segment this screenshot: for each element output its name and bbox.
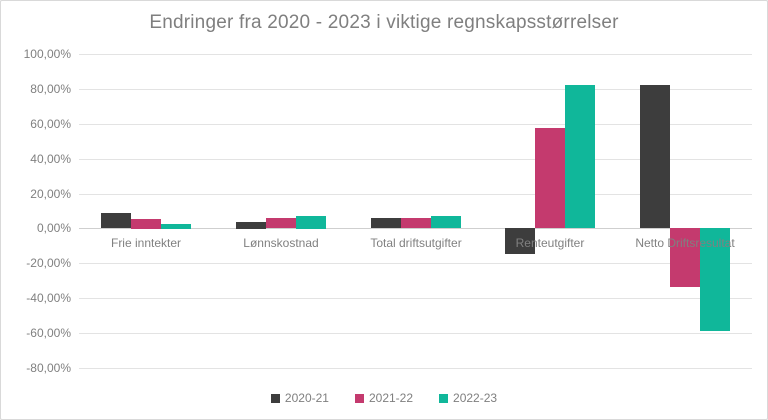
bar-2022-23-lønnskostnad [296,216,326,229]
bar-2021-22-lønnskostnad [266,218,296,228]
y-tick-label: 80,00% [30,82,71,96]
chart-title: Endringer fra 2020 - 2023 i viktige regn… [149,12,619,33]
bar-2020-21-total-driftsutgifter [371,218,401,228]
legend-label: 2020-21 [284,391,329,405]
bar-2022-23-netto-driftsresultat [700,228,730,331]
bar-2021-22-renteutgifter [535,128,565,228]
gridline [79,159,752,160]
bar-2020-21-renteutgifter [505,228,535,254]
y-tick-label: -20,00% [26,256,71,270]
legend-item-2022-23: 2022-23 [439,391,497,405]
gridline [79,54,752,55]
y-tick-label: 0,00% [36,221,71,235]
bar-2021-22-total-driftsutgifter [401,218,431,228]
x-category-label: Netto Driftsresultat [635,236,735,250]
legend-label: 2021-22 [368,391,414,405]
bar-2022-23-total-driftsutgifter [431,216,461,228]
x-category-label: Frie inntekter [110,236,182,250]
gridline [79,124,752,125]
gridline [79,368,752,369]
legend-swatch-icon [270,393,280,403]
x-category-label: Renteutgifter [515,236,585,250]
bar-2020-21-frie-inntekter [101,213,131,228]
bar-2020-21-lønnskostnad [236,222,266,229]
gridline [79,263,752,264]
y-tick-label: -60,00% [26,326,71,340]
y-tick-label: 40,00% [30,152,71,166]
bar-2021-22-netto-driftsresultat [670,228,700,287]
gridline [79,298,752,299]
legend-item-2020-21: 2020-21 [270,391,329,405]
bar-2022-23-frie-inntekter [161,224,191,229]
y-tick-label: 60,00% [30,117,71,131]
bar-2021-22-frie-inntekter [131,219,161,229]
chart-legend: 2020-21 2021-22 2022-23 [1,391,767,405]
legend-swatch-icon [439,393,449,403]
y-tick-label: -80,00% [26,361,71,375]
legend-swatch-icon [354,393,364,403]
bar-2020-21-netto-driftsresultat [640,85,670,228]
legend-label: 2022-23 [453,391,498,405]
y-tick-label: 100,00% [23,47,71,61]
gridline [79,89,752,90]
zero-gridline [79,228,752,229]
gridline [79,194,752,195]
y-tick-label: -40,00% [26,291,71,305]
y-tick-label: 20,00% [30,187,71,201]
legend-item-2021-22: 2021-22 [354,391,414,405]
gridline [79,333,752,334]
bar-2022-23-renteutgifter [565,85,595,228]
x-category-label: Lønnskostnad [243,236,319,250]
x-category-label: Total driftsutgifter [370,236,462,250]
